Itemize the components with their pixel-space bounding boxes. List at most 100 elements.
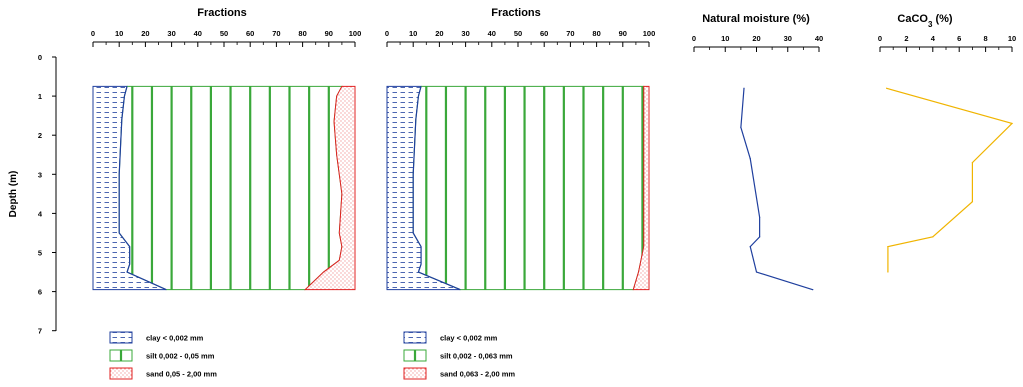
caco3-panel-line: [886, 87, 1014, 273]
fractions-legend-1: clay < 0,002 mm silt 0,002 - 0,05 mm sand …: [109, 331, 217, 380]
fractions-panel-2-tick-label-40: 40: [488, 29, 496, 38]
moisture-panel-line: [740, 87, 814, 291]
moisture-panel-axis: 0 10 20 30 40: [692, 34, 823, 52]
moisture-panel-tick-label-30: 30: [784, 34, 792, 43]
fractions-panel-2-tick-label-20: 20: [435, 29, 443, 38]
fractions-panel-2: Fractions 0 10 20 30 40 50 60 70 80 90 100: [385, 7, 655, 291]
caco3-panel-tick-label-8: 8: [984, 34, 988, 43]
fractions-panel-1-axis: 0 10 20 30 40 50 60 70 80 90 100: [91, 29, 361, 47]
depth-tick-group: 0 1 2 3 4 5 6 7: [38, 53, 56, 336]
caco3-title-sub: 3: [928, 20, 933, 29]
depth-axis: 0 1 2 3 4 5 6 7 Depth (m): [8, 53, 57, 336]
fractions-legend-2: clay < 0,002 mm silt 0,002 - 0,063 mm sand…: [403, 331, 515, 380]
fractions-panel-1-tick-label-40: 40: [194, 29, 202, 38]
caco3-panel-tick-label-4: 4: [931, 34, 936, 43]
depth-tick-label-4: 4: [38, 209, 43, 218]
fractions-panel-2-areas: [386, 85, 650, 291]
fractions-panel-1: Fractions 0 10 20 30 40 50 60 70 80 90 100: [91, 7, 361, 291]
fractions-panel-1-sand-area: [303, 85, 356, 291]
fractions-legend-1-label-2: sand 0,05 - 2,00 mm: [146, 370, 217, 379]
fractions-panel-2-silt-bars: [425, 86, 644, 290]
caco3-panel-tick-label-2: 2: [904, 34, 908, 43]
depth-tick-label-0: 0: [38, 53, 42, 62]
fractions-panel-1-silt-bars: [131, 86, 330, 290]
fractions-legend-1-swatch-2: [109, 367, 133, 380]
fractions-panel-2-sand-area: [632, 85, 650, 291]
fractions-panel-1-title: Fractions: [197, 7, 247, 19]
fractions-legend-2-swatch-0: [403, 331, 427, 344]
moisture-panel-point-5: [749, 246, 751, 248]
fractions-panel-1-tick-label-100: 100: [349, 29, 362, 38]
depth-axis-label: Depth (m): [8, 171, 19, 218]
moisture-panel-point-0: [743, 87, 745, 89]
fractions-panel-1-clay-boundary: [118, 86, 167, 291]
moisture-panel-tick-label-40: 40: [815, 34, 823, 43]
fractions-legend-1-label-1: silt 0,002 - 0,05 mm: [146, 352, 215, 361]
caco3-panel: CaCO3 (%) 0 2 4 6 8 10: [878, 13, 1016, 273]
fractions-panel-1-tick-label-80: 80: [298, 29, 306, 38]
fractions-legend-2-label-1: silt 0,002 - 0,063 mm: [440, 352, 513, 361]
fractions-panel-2-axis: 0 10 20 30 40 50 60 70 80 90 100: [385, 29, 655, 47]
moisture-panel-tick-label-20: 20: [752, 34, 760, 43]
caco3-panel-point-0: [886, 87, 888, 89]
caco3-panel-title: CaCO3 (%): [897, 13, 953, 29]
fractions-panel-2-tick-label-70: 70: [566, 29, 574, 38]
moisture-panel-point-3: [759, 216, 761, 218]
caco3-panel-series-line: [886, 87, 1014, 273]
caco3-panel-point-4: [932, 236, 934, 238]
depth-tick-label-3: 3: [38, 170, 42, 179]
moisture-panel-tick-label-0: 0: [692, 34, 696, 43]
fractions-panel-2-tick-label-0: 0: [385, 29, 389, 38]
caco3-panel-point-3: [971, 201, 974, 203]
fractions-legend-2-swatch-2: [403, 367, 427, 380]
moisture-panel-series-line: [740, 88, 813, 291]
caco3-panel-tick-label-0: 0: [878, 34, 882, 43]
fractions-panel-2-title: Fractions: [491, 7, 541, 19]
caco3-panel-point-5: [887, 246, 889, 248]
fractions-panel-2-silt-area: [413, 86, 644, 290]
depth-tick-label-5: 5: [38, 249, 42, 258]
fractions-panel-1-tick-label-70: 70: [272, 29, 280, 38]
fractions-panel-1-tick-label-90: 90: [325, 29, 333, 38]
fractions-panel-1-areas: [92, 85, 356, 291]
fractions-panel-2-clay-boundary: [412, 86, 461, 291]
fractions-legend-2-label-0: clay < 0,002 mm: [440, 334, 498, 343]
moisture-panel-tick-label-10: 10: [721, 34, 729, 43]
moisture-panel-point-1: [740, 126, 742, 128]
caco3-panel-point-1: [1011, 122, 1013, 125]
fractions-panel-2-tick-label-100: 100: [643, 29, 656, 38]
moisture-panel-point-7: [812, 289, 814, 291]
caco3-panel-tick-label-6: 6: [957, 34, 961, 43]
moisture-panel-point-2: [749, 158, 751, 160]
depth-tick-label-2: 2: [38, 131, 42, 140]
fractions-panel-1-tick-label-20: 20: [141, 29, 149, 38]
fractions-panel-1-tick-label-0: 0: [91, 29, 95, 38]
moisture-panel-point-4: [759, 236, 761, 238]
fractions-panel-2-tick-label-50: 50: [514, 29, 522, 38]
moisture-panel-point-6: [755, 271, 758, 273]
caco3-panel-point-2: [971, 161, 974, 164]
caco3-panel-tick-label-10: 10: [1008, 34, 1016, 43]
fractions-panel-1-tick-label-50: 50: [220, 29, 228, 38]
fractions-legend-2-label-2: sand 0,063 - 2,00 mm: [440, 370, 515, 379]
moisture-panel-title: Natural moisture (%): [702, 13, 810, 25]
fractions-legend-1-swatch-0: [109, 331, 133, 344]
fractions-panel-1-tick-label-60: 60: [246, 29, 254, 38]
fractions-panel-1-tick-label-30: 30: [167, 29, 175, 38]
depth-tick-label-1: 1: [38, 92, 42, 101]
fractions-panel-1-tick-label-10: 10: [115, 29, 123, 38]
caco3-panel-point-6: [887, 271, 889, 273]
depth-tick-label-7: 7: [38, 327, 42, 336]
fractions-panel-2-tick-label-30: 30: [461, 29, 469, 38]
depth-tick-label-6: 6: [38, 288, 42, 297]
fractions-legend-1-label-0: clay < 0,002 mm: [146, 334, 204, 343]
fractions-panel-2-tick-label-80: 80: [592, 29, 600, 38]
caco3-title-tail: (%): [932, 13, 953, 25]
caco3-title-main: CaCO: [897, 13, 928, 25]
fractions-panel-2-tick-label-90: 90: [619, 29, 627, 38]
moisture-panel: Natural moisture (%) 0 10 20 30 40: [692, 13, 823, 291]
caco3-panel-axis: 0 2 4 6 8 10: [878, 34, 1016, 52]
fractions-panel-2-tick-label-60: 60: [540, 29, 548, 38]
fractions-panel-2-tick-label-10: 10: [409, 29, 417, 38]
